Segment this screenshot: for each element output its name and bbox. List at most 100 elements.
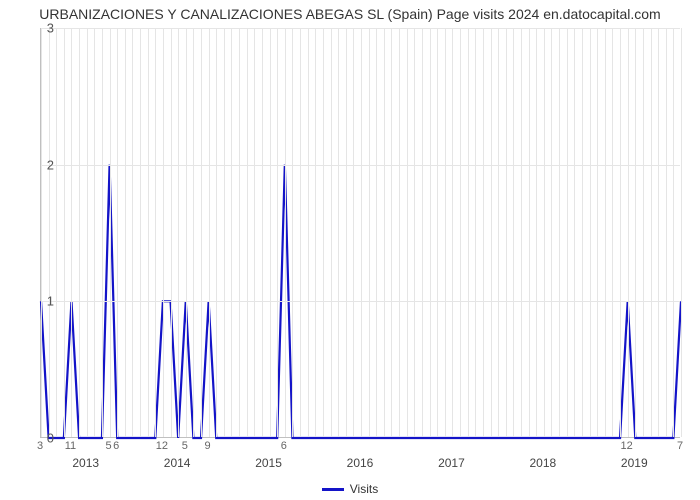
grid-line-v <box>376 28 377 437</box>
grid-line-v <box>544 28 545 437</box>
grid-line-v <box>475 28 476 437</box>
grid-line-v <box>445 28 446 437</box>
grid-line-v <box>94 28 95 437</box>
x-minor-label: 11 <box>65 440 76 452</box>
grid-line-v <box>635 28 636 437</box>
grid-line-v <box>521 28 522 437</box>
grid-line-v <box>590 28 591 437</box>
grid-line-v <box>270 28 271 437</box>
plot-area <box>40 28 680 438</box>
grid-line-v <box>369 28 370 437</box>
grid-line-v <box>216 28 217 437</box>
legend-swatch <box>322 488 344 491</box>
grid-line-v <box>643 28 644 437</box>
x-minor-label: 9 <box>205 440 211 452</box>
grid-line-v <box>399 28 400 437</box>
grid-line-v <box>582 28 583 437</box>
grid-line-v <box>506 28 507 437</box>
x-minor-label: 7 <box>677 440 683 452</box>
grid-line-v <box>559 28 560 437</box>
legend: Visits <box>0 481 700 496</box>
grid-line-v <box>163 28 164 437</box>
grid-line-v <box>529 28 530 437</box>
grid-line-v <box>247 28 248 437</box>
grid-line-v <box>605 28 606 437</box>
grid-line-v <box>384 28 385 437</box>
grid-line-v <box>681 28 682 437</box>
grid-line-v <box>422 28 423 437</box>
x-major-label: 2019 <box>621 456 648 470</box>
grid-line-v <box>71 28 72 437</box>
grid-line-v <box>110 28 111 437</box>
x-minor-label: 6 <box>281 440 287 452</box>
grid-line-v <box>597 28 598 437</box>
grid-line-v <box>468 28 469 437</box>
grid-line-v <box>414 28 415 437</box>
grid-line-v <box>361 28 362 437</box>
grid-line-v <box>300 28 301 437</box>
grid-line-v <box>460 28 461 437</box>
y-tick-label: 3 <box>34 21 54 36</box>
x-minor-label: 6 <box>113 440 119 452</box>
visits-chart: URBANIZACIONES Y CANALIZACIONES ABEGAS S… <box>0 0 700 500</box>
grid-line-v <box>49 28 50 437</box>
grid-line-v <box>186 28 187 437</box>
grid-line-v <box>331 28 332 437</box>
grid-line-v <box>407 28 408 437</box>
grid-line-v <box>56 28 57 437</box>
grid-line-v <box>666 28 667 437</box>
grid-line-v <box>262 28 263 437</box>
x-major-label: 2018 <box>529 456 556 470</box>
grid-line-v <box>224 28 225 437</box>
grid-line-v <box>315 28 316 437</box>
grid-line-v <box>346 28 347 437</box>
x-major-label: 2016 <box>347 456 374 470</box>
grid-line-v <box>148 28 149 437</box>
x-minor-label: 5 <box>106 440 112 452</box>
grid-line-v <box>178 28 179 437</box>
grid-line-v <box>193 28 194 437</box>
grid-line-v <box>140 28 141 437</box>
grid-line-v <box>209 28 210 437</box>
grid-line-v <box>254 28 255 437</box>
grid-line-v <box>353 28 354 437</box>
grid-line-v <box>437 28 438 437</box>
grid-line-v <box>651 28 652 437</box>
grid-line-v <box>308 28 309 437</box>
grid-line-v <box>102 28 103 437</box>
y-tick-label: 1 <box>34 294 54 309</box>
legend-label: Visits <box>350 482 378 496</box>
grid-line-v <box>231 28 232 437</box>
x-major-label: 2017 <box>438 456 465 470</box>
grid-line-v <box>292 28 293 437</box>
grid-line-v <box>201 28 202 437</box>
x-minor-label: 12 <box>621 440 633 452</box>
grid-line-v <box>239 28 240 437</box>
grid-line-v <box>125 28 126 437</box>
grid-line-v <box>87 28 88 437</box>
grid-line-v <box>391 28 392 437</box>
grid-line-v <box>338 28 339 437</box>
grid-line-v <box>132 28 133 437</box>
grid-line-v <box>117 28 118 437</box>
grid-line-v <box>567 28 568 437</box>
grid-line-v <box>628 28 629 437</box>
grid-line-v <box>483 28 484 437</box>
grid-line-v <box>536 28 537 437</box>
grid-line-v <box>612 28 613 437</box>
grid-line-v <box>171 28 172 437</box>
grid-line-v <box>620 28 621 437</box>
grid-line-v <box>513 28 514 437</box>
grid-line-v <box>277 28 278 437</box>
grid-line-v <box>41 28 42 437</box>
grid-line-v <box>452 28 453 437</box>
grid-line-v <box>491 28 492 437</box>
grid-line-v <box>155 28 156 437</box>
grid-line-v <box>658 28 659 437</box>
x-major-label: 2014 <box>164 456 191 470</box>
grid-line-v <box>673 28 674 437</box>
grid-line-v <box>285 28 286 437</box>
x-major-label: 2013 <box>72 456 99 470</box>
x-major-label: 2015 <box>255 456 282 470</box>
grid-line-v <box>430 28 431 437</box>
